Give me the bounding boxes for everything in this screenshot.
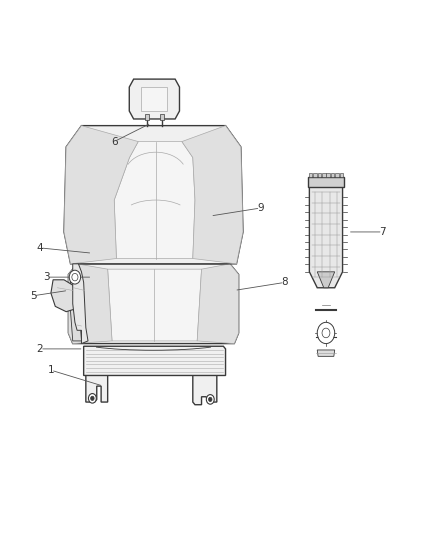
Text: 2: 2 (37, 344, 43, 354)
Polygon shape (73, 264, 88, 344)
Polygon shape (114, 142, 195, 259)
Circle shape (69, 270, 81, 284)
Polygon shape (197, 264, 239, 344)
Polygon shape (322, 173, 325, 177)
Polygon shape (318, 173, 321, 177)
Polygon shape (108, 269, 201, 341)
Bar (145, 114, 149, 120)
Text: 3: 3 (43, 272, 50, 282)
Polygon shape (129, 79, 180, 119)
Polygon shape (86, 373, 108, 402)
Text: 7: 7 (379, 227, 386, 237)
Circle shape (208, 397, 212, 401)
Polygon shape (68, 264, 239, 344)
Polygon shape (309, 187, 343, 288)
Text: 5: 5 (30, 290, 37, 301)
Polygon shape (71, 277, 81, 341)
Polygon shape (339, 173, 343, 177)
Text: 8: 8 (281, 278, 288, 287)
Polygon shape (182, 126, 243, 264)
Circle shape (88, 393, 96, 403)
Polygon shape (335, 173, 339, 177)
Polygon shape (307, 177, 344, 187)
Polygon shape (326, 173, 330, 177)
Polygon shape (141, 87, 167, 111)
Polygon shape (331, 173, 334, 177)
Polygon shape (84, 346, 226, 375)
Polygon shape (317, 350, 335, 357)
Polygon shape (309, 173, 312, 177)
Polygon shape (68, 264, 112, 344)
Circle shape (206, 394, 214, 404)
Circle shape (72, 273, 78, 281)
Polygon shape (317, 272, 335, 288)
Polygon shape (193, 373, 217, 405)
Text: 9: 9 (257, 203, 264, 213)
Circle shape (322, 328, 330, 338)
Polygon shape (313, 173, 317, 177)
Bar (159, 114, 164, 120)
Text: 4: 4 (37, 243, 43, 253)
Circle shape (317, 322, 335, 344)
Circle shape (91, 396, 94, 400)
Text: 6: 6 (111, 136, 117, 147)
Polygon shape (64, 126, 138, 264)
Polygon shape (51, 280, 77, 312)
Text: 1: 1 (48, 365, 54, 375)
Polygon shape (64, 126, 243, 264)
